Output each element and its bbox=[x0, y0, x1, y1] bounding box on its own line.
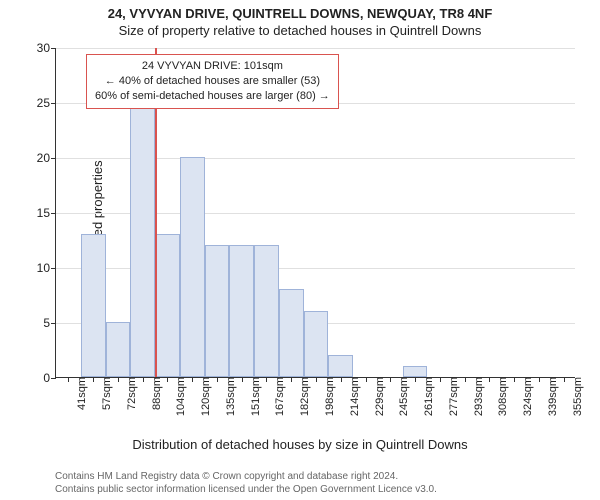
x-tick-label: 41sqm bbox=[70, 377, 88, 410]
bar-slot bbox=[452, 48, 477, 377]
x-tick-label: 245sqm bbox=[392, 377, 410, 416]
histogram-bar bbox=[403, 366, 428, 377]
bar-slot bbox=[551, 48, 576, 377]
bar-slot bbox=[353, 48, 378, 377]
histogram-bar bbox=[81, 234, 106, 377]
bar-slot bbox=[502, 48, 527, 377]
annotation-line3: 60% of semi-detached houses are larger (… bbox=[95, 89, 330, 104]
y-tick-label: 0 bbox=[26, 371, 56, 385]
y-tick-label: 10 bbox=[26, 261, 56, 275]
x-tick-label: 182sqm bbox=[293, 377, 311, 416]
x-tick-mark bbox=[316, 377, 317, 382]
x-tick-label: 355sqm bbox=[566, 377, 584, 416]
x-tick-label: 198sqm bbox=[318, 377, 336, 416]
histogram-bar bbox=[106, 322, 131, 377]
bar-slot bbox=[427, 48, 452, 377]
bar-slot bbox=[378, 48, 403, 377]
histogram-bar bbox=[254, 245, 279, 377]
x-tick-mark bbox=[465, 377, 466, 382]
bar-slot bbox=[526, 48, 551, 377]
histogram-bar bbox=[155, 234, 180, 377]
x-tick-label: 324sqm bbox=[516, 377, 534, 416]
x-tick-mark bbox=[366, 377, 367, 382]
histogram-bar bbox=[229, 245, 254, 377]
x-tick-mark bbox=[341, 377, 342, 382]
x-tick-mark bbox=[440, 377, 441, 382]
x-tick-label: 72sqm bbox=[120, 377, 138, 410]
x-tick-label: 167sqm bbox=[268, 377, 286, 416]
x-tick-label: 120sqm bbox=[194, 377, 212, 416]
x-axis-label: Distribution of detached houses by size … bbox=[0, 437, 600, 452]
x-tick-mark bbox=[93, 377, 94, 382]
chart-container: Number of detached properties 0510152025… bbox=[0, 40, 600, 460]
footer-attribution: Contains HM Land Registry data © Crown c… bbox=[0, 469, 600, 500]
x-tick-mark bbox=[564, 377, 565, 382]
x-tick-label: 308sqm bbox=[491, 377, 509, 416]
x-tick-mark bbox=[118, 377, 119, 382]
x-tick-mark bbox=[242, 377, 243, 382]
x-tick-label: 261sqm bbox=[417, 377, 435, 416]
histogram-bar bbox=[180, 157, 205, 377]
x-tick-mark bbox=[415, 377, 416, 382]
bar-slot bbox=[477, 48, 502, 377]
footer-line1: Contains HM Land Registry data © Crown c… bbox=[55, 471, 594, 484]
histogram-bar bbox=[304, 311, 329, 377]
histogram-bar bbox=[205, 245, 230, 377]
plot-area: 05101520253041sqm57sqm72sqm88sqm104sqm12… bbox=[55, 48, 575, 378]
annotation-line2: ← 40% of detached houses are smaller (53… bbox=[95, 74, 330, 89]
histogram-bar bbox=[130, 102, 155, 377]
x-tick-label: 229sqm bbox=[368, 377, 386, 416]
page-subtitle: Size of property relative to detached ho… bbox=[0, 21, 600, 38]
x-tick-mark bbox=[217, 377, 218, 382]
histogram-bar bbox=[279, 289, 304, 377]
x-tick-label: 214sqm bbox=[343, 377, 361, 416]
y-tick-label: 15 bbox=[26, 206, 56, 220]
x-tick-label: 135sqm bbox=[219, 377, 237, 416]
x-tick-label: 151sqm bbox=[244, 377, 262, 416]
bar-slot bbox=[56, 48, 81, 377]
y-tick-label: 25 bbox=[26, 96, 56, 110]
x-tick-label: 57sqm bbox=[95, 377, 113, 410]
annotation-box: 24 VYVYAN DRIVE: 101sqm ← 40% of detache… bbox=[86, 54, 339, 109]
x-tick-label: 277sqm bbox=[442, 377, 460, 416]
page-title: 24, VYVYAN DRIVE, QUINTRELL DOWNS, NEWQU… bbox=[0, 0, 600, 21]
histogram-bar bbox=[328, 355, 353, 377]
bar-slot bbox=[403, 48, 428, 377]
footer-line2: Contains public sector information licen… bbox=[55, 484, 594, 497]
x-tick-label: 104sqm bbox=[169, 377, 187, 416]
x-tick-mark bbox=[143, 377, 144, 382]
annotation-line1: 24 VYVYAN DRIVE: 101sqm bbox=[95, 59, 330, 74]
y-tick-label: 20 bbox=[26, 151, 56, 165]
x-tick-mark bbox=[514, 377, 515, 382]
y-tick-label: 5 bbox=[26, 316, 56, 330]
x-tick-mark bbox=[539, 377, 540, 382]
x-tick-label: 339sqm bbox=[541, 377, 559, 416]
y-tick-label: 30 bbox=[26, 41, 56, 55]
x-tick-label: 293sqm bbox=[467, 377, 485, 416]
x-tick-label: 88sqm bbox=[145, 377, 163, 410]
